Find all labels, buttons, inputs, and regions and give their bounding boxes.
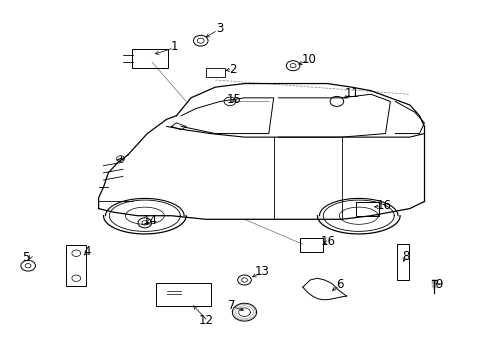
Text: 8: 8 (402, 249, 409, 262)
Text: 6: 6 (336, 278, 344, 291)
Text: 13: 13 (255, 265, 269, 278)
Text: 7: 7 (227, 299, 235, 312)
Text: 12: 12 (198, 314, 213, 327)
Text: 11: 11 (344, 87, 359, 100)
Text: 2: 2 (228, 63, 236, 76)
Text: 10: 10 (301, 53, 315, 66)
Text: 15: 15 (226, 93, 241, 106)
Text: 4: 4 (83, 245, 91, 258)
Text: 14: 14 (142, 213, 157, 226)
Text: 5: 5 (22, 251, 29, 264)
Text: 3: 3 (216, 22, 223, 35)
Text: 16: 16 (320, 235, 335, 248)
Text: 16: 16 (376, 199, 391, 212)
Text: 9: 9 (434, 278, 441, 291)
Text: 1: 1 (170, 40, 177, 53)
